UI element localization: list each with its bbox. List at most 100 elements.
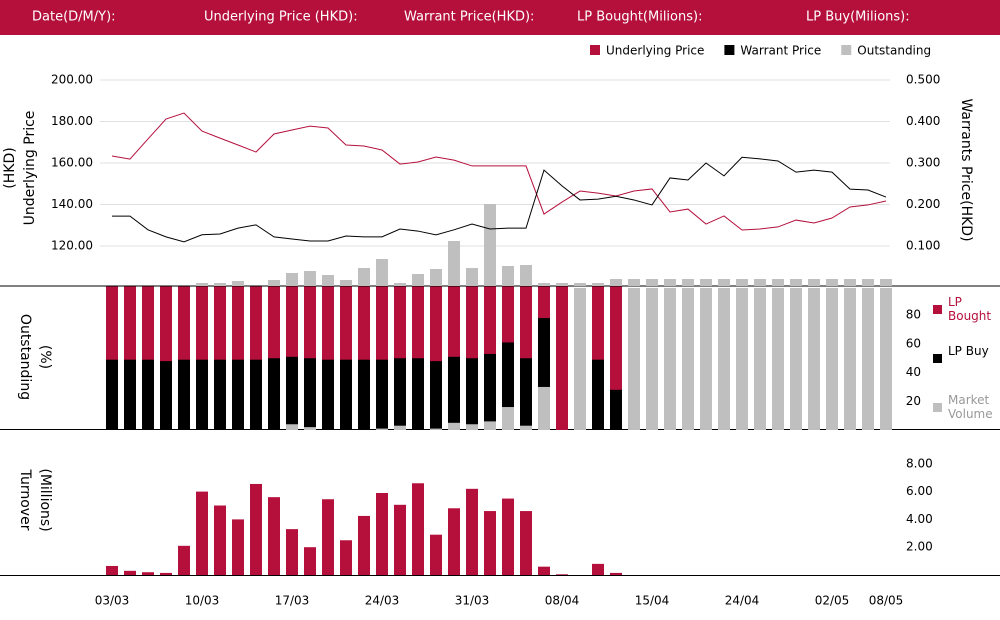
y-tick-label: 2.00 xyxy=(906,540,933,554)
header-label: LP Bought(Milions): xyxy=(577,10,702,25)
outstanding-pct-bar xyxy=(394,425,406,430)
axis-title: (%) xyxy=(37,345,53,369)
legend-swatch xyxy=(933,403,942,412)
outstanding-pct-bar xyxy=(718,287,730,430)
outstanding-bar xyxy=(736,279,748,286)
turnover-bar xyxy=(448,508,460,575)
turnover-bar xyxy=(502,498,514,575)
turnover-bar xyxy=(376,492,388,575)
outstanding-bar xyxy=(520,265,532,286)
outstanding-pct-bar xyxy=(124,359,136,430)
header-label: Date(D/M/Y): xyxy=(32,10,116,25)
outstanding-bar xyxy=(826,279,838,286)
turnover-bar xyxy=(412,483,424,575)
outstanding-pct-bar xyxy=(358,359,370,430)
legend-label: Outstanding xyxy=(857,44,931,58)
legend-label: Market Volume xyxy=(948,393,993,421)
outstanding-bar xyxy=(286,273,298,286)
turnover-bar xyxy=(340,540,352,575)
price-line xyxy=(111,112,887,231)
turnover-bar xyxy=(214,505,226,575)
y2-tick-label: 0.400 xyxy=(906,114,940,128)
header-label: Underlying Price (HKD): xyxy=(204,10,358,25)
outstanding-bar xyxy=(754,279,766,286)
turnover-bar xyxy=(160,572,172,575)
outstanding-pct-bar xyxy=(268,358,280,430)
outstanding-pct-bar xyxy=(376,359,388,430)
turnover-bar xyxy=(178,545,190,575)
x-tick-label: 02/05 xyxy=(815,594,850,608)
outstanding-bar xyxy=(844,279,856,286)
outstanding-pct-bar xyxy=(610,389,622,430)
outstanding-bar xyxy=(268,280,280,286)
x-tick-label: 31/03 xyxy=(455,594,490,608)
outstanding-bar xyxy=(592,283,604,286)
y-tick-label: 8.00 xyxy=(906,456,933,470)
outstanding-bar xyxy=(646,279,658,286)
legend-swatch xyxy=(590,45,600,55)
legend-swatch xyxy=(841,45,852,55)
header-bar xyxy=(0,0,1000,35)
outstanding-pct-bar xyxy=(682,287,694,430)
y2-tick-label: 0.300 xyxy=(906,156,940,170)
outstanding-pct-bar xyxy=(340,359,352,430)
outstanding-pct-bar xyxy=(556,286,568,430)
outstanding-pct-bar xyxy=(844,287,856,430)
turnover-bar xyxy=(556,574,568,575)
outstanding-pct-bar xyxy=(412,358,424,430)
axis-title: Warrants Price(HKD) xyxy=(958,98,974,241)
outstanding-pct-bar xyxy=(286,356,298,430)
turnover-bar xyxy=(592,563,604,575)
outstanding-pct-bar xyxy=(286,424,298,430)
outstanding-bar xyxy=(322,275,334,286)
outstanding-bar xyxy=(412,274,424,286)
legend-label: LP Buy xyxy=(948,344,989,358)
outstanding-bar xyxy=(682,279,694,286)
outstanding-pct-bar xyxy=(772,287,784,430)
y2-tick-label: 0.500 xyxy=(906,73,940,87)
outstanding-pct-bar xyxy=(592,359,604,430)
outstanding-bar xyxy=(862,279,874,286)
turnover-bar xyxy=(520,511,532,575)
outstanding-pct-bar xyxy=(484,353,496,430)
outstanding-pct-bar xyxy=(520,358,532,430)
outstanding-bar xyxy=(340,280,352,286)
outstanding-pct-bar xyxy=(664,287,676,430)
x-tick-label: 03/03 xyxy=(95,594,130,608)
turnover-bar xyxy=(394,504,406,575)
axis-title: Outstanding xyxy=(17,314,33,400)
turnover-bar xyxy=(268,497,280,575)
y2-tick-label: 0.100 xyxy=(906,239,940,253)
outstanding-pct-bar xyxy=(574,287,586,430)
legend-swatch xyxy=(933,305,942,314)
y-tick-label: 200.00 xyxy=(51,73,93,87)
legend-label: LP Bought xyxy=(948,295,992,323)
turnover-bar xyxy=(106,565,118,575)
y-tick-label: 160.00 xyxy=(51,156,93,170)
outstanding-pct-bar xyxy=(646,287,658,430)
outstanding-bar xyxy=(628,279,640,286)
y2-tick-label: 0.200 xyxy=(906,197,940,211)
legend-label: Warrant Price xyxy=(740,44,821,58)
outstanding-pct-bar xyxy=(178,359,190,430)
outstanding-bar xyxy=(808,279,820,286)
header-label: LP Buy(Milions): xyxy=(806,10,910,25)
outstanding-pct-bar xyxy=(232,359,244,430)
outstanding-bar xyxy=(772,279,784,286)
x-tick-label: 17/03 xyxy=(275,594,310,608)
turnover-bar xyxy=(250,483,262,575)
legend-label: Underlying Price xyxy=(606,44,704,58)
outstanding-bar xyxy=(484,204,496,286)
outstanding-bar xyxy=(700,279,712,286)
outstanding-pct-bar xyxy=(538,386,550,430)
outstanding-bar xyxy=(358,268,370,286)
x-tick-label: 08/04 xyxy=(545,594,580,608)
outstanding-pct-bar xyxy=(700,287,712,430)
outstanding-bar xyxy=(502,266,514,286)
turnover-bar xyxy=(538,566,550,575)
turnover-bar xyxy=(286,529,298,575)
outstanding-pct-bar xyxy=(394,358,406,430)
outstanding-bar xyxy=(574,283,586,286)
outstanding-pct-bar xyxy=(196,359,208,430)
